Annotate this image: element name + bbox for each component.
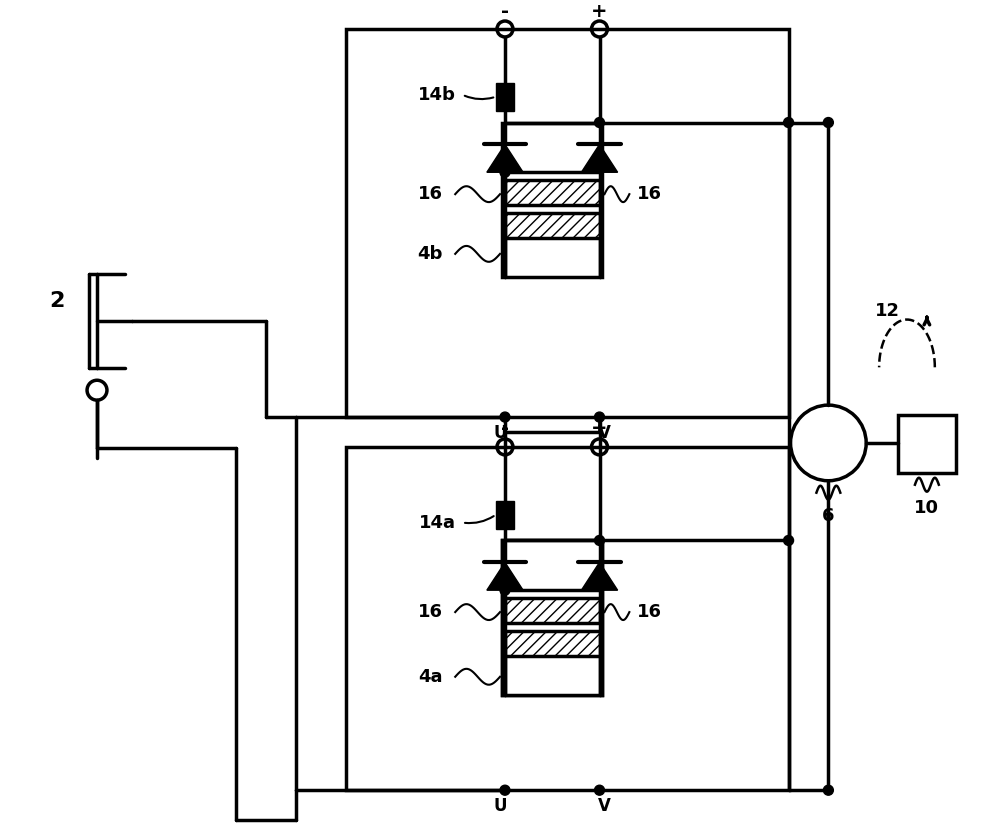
Bar (502, 122, 602, 277)
Text: U: U (493, 424, 507, 442)
Circle shape (500, 167, 510, 177)
Bar (496, 83, 514, 111)
Circle shape (823, 785, 833, 795)
Circle shape (500, 785, 510, 795)
Text: -: - (501, 420, 509, 439)
Bar (505, 213, 600, 238)
Circle shape (823, 117, 833, 127)
Polygon shape (581, 563, 618, 590)
Text: 10: 10 (914, 499, 939, 517)
Bar (505, 598, 600, 623)
Circle shape (784, 535, 794, 545)
Text: 16: 16 (637, 603, 662, 621)
Bar (496, 500, 514, 529)
Bar (502, 540, 602, 695)
Text: 4b: 4b (418, 245, 443, 263)
Bar (346, 29, 789, 417)
Bar (502, 540, 602, 695)
Circle shape (595, 785, 604, 795)
Text: 2: 2 (50, 291, 65, 311)
Text: 16: 16 (637, 185, 662, 203)
Text: U: U (493, 797, 507, 815)
Text: 14b: 14b (418, 86, 456, 104)
Text: 4a: 4a (418, 668, 443, 686)
Polygon shape (487, 145, 523, 172)
Text: 16: 16 (418, 185, 443, 203)
Text: -: - (501, 2, 509, 21)
Text: V: V (598, 424, 611, 442)
Circle shape (595, 412, 604, 422)
Bar (505, 631, 600, 656)
Circle shape (500, 585, 510, 595)
Circle shape (500, 412, 510, 422)
Text: 12: 12 (875, 302, 900, 320)
Circle shape (784, 117, 794, 127)
Text: +: + (591, 420, 608, 439)
Text: 14a: 14a (419, 514, 456, 532)
Text: 16: 16 (418, 603, 443, 621)
Circle shape (595, 117, 604, 127)
Text: +: + (591, 2, 608, 21)
Polygon shape (487, 563, 523, 590)
Text: V: V (598, 797, 611, 815)
Circle shape (595, 535, 604, 545)
Bar (346, 447, 789, 790)
Bar (898, 415, 956, 473)
Text: 6: 6 (822, 507, 835, 524)
Bar (505, 180, 600, 205)
Polygon shape (581, 145, 618, 172)
